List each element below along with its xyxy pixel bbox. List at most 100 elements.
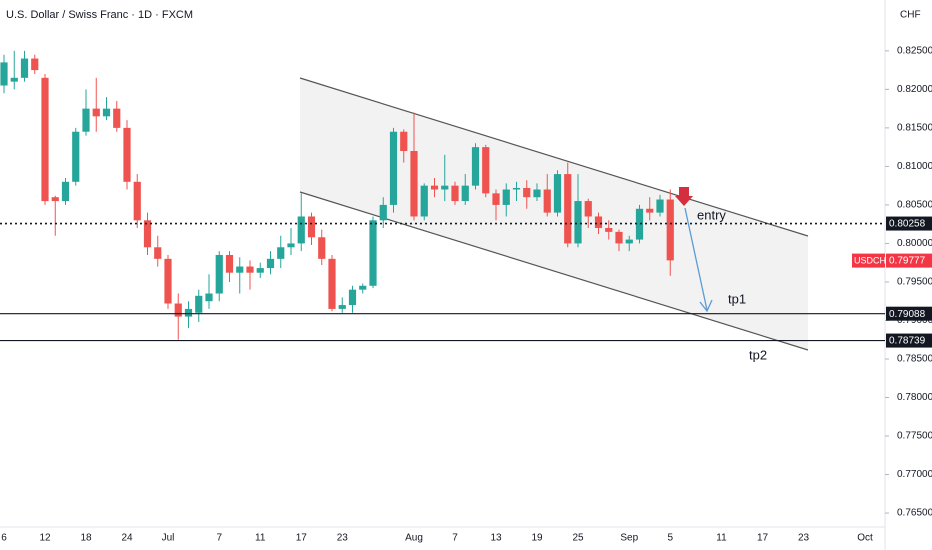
y-tick-label: 0.77500 <box>897 431 932 442</box>
candle-body <box>133 181 141 221</box>
candle-body <box>174 303 182 317</box>
x-tick-label: 23 <box>798 533 810 544</box>
target-arrow <box>684 207 708 311</box>
candle-body <box>543 189 551 213</box>
y-tick-label: 0.76500 <box>897 508 932 519</box>
x-tick-label: Sep <box>620 533 638 544</box>
x-tick-label: 19 <box>531 533 543 544</box>
candle-body <box>195 295 203 313</box>
level-label: 0.79088 <box>889 309 926 320</box>
candle-body <box>328 258 336 309</box>
candle-body <box>451 185 459 202</box>
candle-body <box>41 77 49 202</box>
annotation: tp2 <box>749 347 767 362</box>
level-tag <box>886 216 932 231</box>
x-tick-label: 12 <box>39 533 51 544</box>
candle-body <box>256 268 264 273</box>
y-tick-label: 0.82500 <box>897 45 932 56</box>
candle-body <box>164 258 172 304</box>
annotation: tp1 <box>728 291 746 306</box>
candle-body <box>154 247 162 259</box>
candle-body <box>420 185 428 217</box>
annotation: entry <box>697 207 726 222</box>
x-tick-label: 18 <box>80 533 92 544</box>
x-tick-label: 17 <box>757 533 769 544</box>
channel-upper <box>299 77 809 237</box>
y-tick-label: 0.78500 <box>897 354 932 365</box>
level-tag <box>886 306 932 321</box>
candle-body <box>225 254 234 273</box>
y-tick-label: 0.81500 <box>897 123 932 134</box>
candle-body <box>441 185 449 190</box>
x-tick-label: 23 <box>337 533 349 544</box>
entry-arrow <box>675 187 693 206</box>
chart-title: U.S. Dollar / Swiss Franc · 1D · FXCM <box>6 9 193 21</box>
candle-body <box>635 208 644 240</box>
x-tick-label: 5 <box>667 533 673 544</box>
candle-body <box>369 220 377 286</box>
x-tick-label: 24 <box>121 533 133 544</box>
last-price-tag <box>886 253 932 268</box>
candle-body <box>307 216 316 238</box>
x-tick-label: 7 <box>452 533 458 544</box>
candle-body <box>297 216 305 244</box>
candle-body <box>564 174 572 244</box>
candle-body <box>625 239 633 244</box>
x-tick-label: Aug <box>405 533 423 544</box>
y-tick-label: 0.79500 <box>897 277 932 288</box>
candle-body <box>113 108 121 128</box>
candle-body <box>72 131 80 182</box>
candle-body <box>318 237 326 259</box>
candle-body <box>236 266 244 273</box>
candle-body <box>123 127 131 182</box>
candle-body <box>184 308 193 317</box>
x-tick-label: Jul <box>162 533 175 544</box>
candle-body <box>666 199 674 261</box>
y-tick-label: 0.78000 <box>897 392 932 403</box>
x-tick-label: 25 <box>572 533 584 544</box>
x-tick-label: 13 <box>490 533 502 544</box>
candle-body <box>215 254 223 294</box>
candle-body <box>646 208 654 213</box>
last-price-label: 0.79777 <box>889 256 926 267</box>
candle-body <box>574 201 582 244</box>
candle-body <box>502 189 510 205</box>
candle-body <box>82 108 90 132</box>
candle-body <box>338 305 346 309</box>
candle-body <box>0 62 8 86</box>
y-tick-label: 0.82000 <box>897 84 932 95</box>
candle-body <box>10 77 18 82</box>
y-tick-label: 0.80000 <box>897 238 932 249</box>
candle-body <box>205 293 213 302</box>
candle-body <box>492 193 500 205</box>
level-label: 0.78739 <box>889 336 926 347</box>
plot-area <box>0 50 674 340</box>
candle-body <box>359 285 367 290</box>
channel-fill <box>300 78 808 350</box>
y-tick-label: 0.80500 <box>897 200 932 211</box>
candle-body <box>523 187 531 198</box>
target-arrowhead <box>699 299 713 313</box>
currency-label: CHF <box>900 10 921 21</box>
candle-body <box>553 174 562 213</box>
candle-body <box>533 189 541 198</box>
candle-body <box>656 199 664 213</box>
candle-body <box>430 185 439 190</box>
candle-body <box>246 266 254 273</box>
candle-body <box>143 220 152 248</box>
candle-body <box>287 243 295 248</box>
candle-body <box>92 108 100 117</box>
x-tick-label: 6 <box>1 533 7 544</box>
last-price-name: USDCHF <box>854 255 892 265</box>
candle-body <box>512 187 521 190</box>
candle-body <box>594 216 603 229</box>
candle-body <box>389 131 398 205</box>
x-tick-label: 7 <box>216 533 222 544</box>
y-tick-label: 0.77000 <box>897 469 932 480</box>
x-tick-label: 11 <box>255 533 266 544</box>
candle-body <box>471 147 480 186</box>
candle-body <box>31 58 39 71</box>
candle-body <box>379 204 387 221</box>
price-axis <box>885 0 932 550</box>
